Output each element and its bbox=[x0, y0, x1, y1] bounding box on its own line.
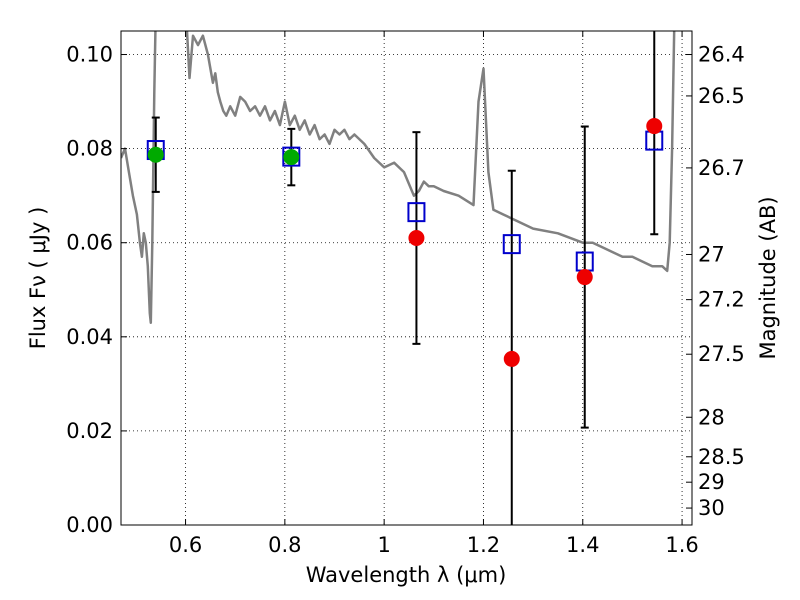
model-spectrum-layer bbox=[121, 31, 676, 324]
measurement-point bbox=[147, 146, 164, 163]
y-tick-label: 0.04 bbox=[66, 325, 113, 349]
plot-background bbox=[121, 31, 692, 525]
plot-frame bbox=[120, 30, 693, 526]
measurement-point bbox=[576, 269, 593, 286]
y-axis-label-left: Flux Fν ( μJy ) bbox=[26, 207, 50, 350]
mag-tick-label: 30 bbox=[698, 496, 725, 520]
mag-tick-label: 29 bbox=[698, 470, 725, 494]
x-tick-label: 0.8 bbox=[268, 533, 301, 557]
y-tick-label: 0.08 bbox=[66, 137, 113, 161]
y-tick-label: 0.10 bbox=[66, 43, 113, 67]
mag-tick-label: 28 bbox=[698, 405, 725, 429]
mag-tick-label: 26.4 bbox=[698, 43, 745, 67]
mag-tick-label: 26.7 bbox=[698, 156, 745, 180]
x-axis: 0.6 0.8 1 1.2 1.4 1.6 bbox=[169, 31, 699, 557]
y-tick-label: 0.00 bbox=[66, 513, 113, 537]
mag-tick-label: 27 bbox=[698, 242, 725, 266]
x-tick-label: 1.4 bbox=[566, 533, 599, 557]
mag-tick-label: 26.5 bbox=[698, 84, 745, 108]
y-tick-label: 0.06 bbox=[66, 231, 113, 255]
model-photometry-square bbox=[282, 146, 301, 167]
measurement-point bbox=[646, 118, 663, 135]
x-tick-label: 0.6 bbox=[169, 533, 202, 557]
measurement-layer bbox=[147, 118, 663, 367]
y-tick-label: 0.02 bbox=[66, 419, 113, 443]
x-tick-label: 1.6 bbox=[665, 533, 698, 557]
model-spectrum-line bbox=[121, 31, 676, 324]
x-tick-label: 1 bbox=[377, 533, 390, 557]
mag-tick-label: 27.2 bbox=[698, 288, 745, 312]
y-axis-label-right: Magnitude (AB) bbox=[756, 196, 780, 359]
measurement-point bbox=[503, 350, 520, 367]
model-photometry-square bbox=[407, 202, 426, 223]
mag-tick-label: 28.5 bbox=[698, 445, 745, 469]
model-photometry-square bbox=[502, 234, 521, 255]
measurement-point bbox=[283, 149, 300, 166]
mag-tick-label: 27.5 bbox=[698, 342, 745, 366]
y-axis-left: 0.00 0.02 0.04 0.06 0.08 0.10 bbox=[66, 43, 127, 537]
x-axis-label: Wavelength λ (μm) bbox=[306, 563, 507, 587]
measurement-point bbox=[408, 230, 425, 247]
x-tick-label: 1.2 bbox=[467, 533, 500, 557]
